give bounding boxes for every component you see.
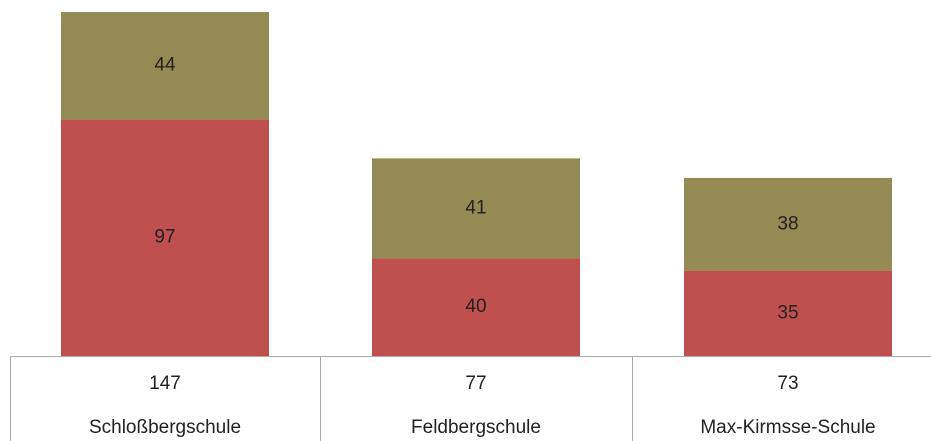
bar-segment (61, 12, 269, 120)
bar-segment (684, 177, 892, 271)
x-tick-label: Feldbergschule (411, 417, 541, 438)
bar-segment (61, 119, 269, 356)
x-tick-label: Max-Kirmsse-Schule (700, 417, 875, 438)
data-label: 97 (154, 227, 175, 248)
bar-segment (684, 270, 892, 356)
data-label: 44 (154, 55, 176, 76)
table-total: 73 (777, 373, 798, 394)
data-label: 35 (777, 302, 798, 323)
table-total: 77 (465, 373, 486, 394)
data-label: 41 (465, 197, 486, 218)
data-label: 40 (465, 296, 486, 317)
data-label: 38 (777, 213, 798, 234)
x-tick-label: Schloßbergschule (89, 417, 241, 438)
bar-segment (372, 258, 580, 356)
bar-segment (372, 158, 580, 259)
table-total: 147 (149, 373, 181, 394)
